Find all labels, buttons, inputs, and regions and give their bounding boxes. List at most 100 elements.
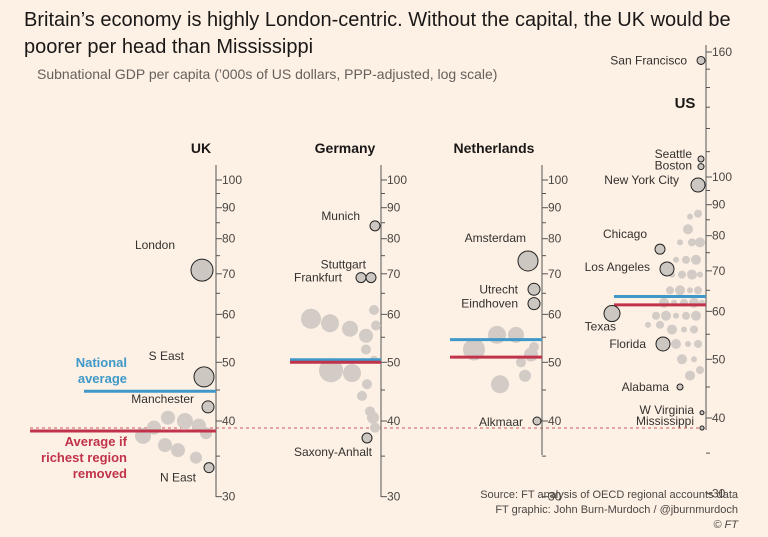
region-bubble [301, 308, 321, 329]
y-tick-label: 100 [387, 173, 407, 187]
source-note: Source: FT analysis of OECD regional acc… [480, 488, 738, 533]
region-dot [682, 255, 690, 264]
y-tick-label: 40 [387, 414, 401, 428]
labeled-region-bubble [532, 416, 542, 426]
y-tick-label: 70 [548, 267, 562, 281]
region-dot [696, 366, 704, 375]
y-tick-label: 80 [222, 232, 236, 246]
chart-subtitle: Subnational GDP per capita (’000s of US … [37, 66, 498, 82]
y-tick-label: 100 [222, 173, 242, 187]
labeled-region-bubble [696, 55, 706, 65]
without-richest-label: richest region [41, 450, 127, 465]
y-tick-label: 60 [712, 304, 726, 318]
copyright-line: © FT [713, 519, 738, 531]
region-dot [688, 238, 696, 247]
y-tick-label: 30 [387, 490, 401, 504]
y-tick-label: 80 [548, 232, 562, 246]
region-bubble [190, 451, 202, 464]
region-bubble [463, 338, 485, 361]
region-label: Utrecht [479, 282, 518, 296]
y-tick-label: 70 [387, 267, 401, 281]
y-tick-label: 60 [387, 307, 401, 321]
labeled-region-bubble [369, 220, 381, 232]
region-bubble [516, 357, 526, 368]
region-label: Amsterdam [465, 231, 526, 245]
region-bubble [488, 325, 506, 344]
y-tick-label: 40 [548, 414, 562, 428]
region-dot [683, 224, 693, 235]
region-dot [677, 239, 683, 246]
region-bubble [371, 320, 381, 331]
y-tick-label: 60 [548, 307, 562, 321]
y-tick-label: 30 [222, 490, 236, 504]
region-dot [691, 310, 701, 321]
region-label: Stuttgart [321, 258, 367, 272]
region-dot [645, 321, 651, 328]
region-label: New York City [604, 173, 679, 187]
panel-us: US 30 40 50 60 70 80 90 100 160 San Francisco Seatt… [585, 45, 732, 501]
y-tick-label: 50 [222, 355, 236, 369]
y-tick-label: 70 [712, 264, 726, 278]
region-bubble [519, 369, 531, 382]
without-richest-label: removed [73, 466, 127, 481]
region-label: Frankfurt [294, 271, 343, 285]
region-label: Eindhoven [461, 297, 518, 311]
region-label: Chicago [603, 227, 647, 241]
region-bubble [321, 314, 339, 333]
y-tick-label: 90 [222, 201, 236, 215]
region-label: W Virginia [640, 403, 695, 417]
y-tick-label: 160 [712, 45, 732, 59]
y-tick-label: 100 [548, 173, 568, 187]
chart-title: Britain’s economy is highly London-centr… [24, 9, 731, 58]
region-bubble [359, 328, 373, 343]
y-tick-label: 90 [387, 201, 401, 215]
region-bubble [158, 438, 172, 453]
region-dot [671, 338, 681, 349]
source-line: Source: FT analysis of OECD regional acc… [480, 489, 738, 501]
region-dot [682, 311, 690, 320]
panel-title: UK [191, 140, 211, 156]
labeled-region-bubble [697, 155, 705, 163]
region-dot [691, 254, 701, 265]
credit-line: FT graphic: John Burn-Murdoch / @jburnmu… [495, 504, 738, 516]
region-label: Seattle [655, 147, 693, 161]
region-dot [678, 270, 686, 279]
labeled-region-bubble [527, 282, 541, 296]
national-average-label: National [76, 355, 127, 370]
labeled-region-bubble [690, 177, 706, 193]
labeled-region-bubble [527, 297, 541, 311]
y-tick-label: 100 [712, 170, 732, 184]
region-dot [691, 356, 697, 363]
region-label: Alabama [622, 380, 670, 394]
labeled-region-bubble [655, 336, 671, 352]
y-tick-label: 80 [712, 229, 726, 243]
panel-title: US [675, 95, 696, 112]
national-average-label: average [78, 371, 127, 386]
region-bubble [171, 443, 185, 458]
region-label: Boston [655, 159, 692, 173]
region-label: San Francisco [610, 53, 687, 67]
labeled-region-bubble [203, 462, 215, 474]
labeled-region-bubble [201, 400, 215, 414]
region-dot [681, 326, 687, 333]
labeled-region-bubble [517, 250, 539, 272]
region-bubble [342, 320, 358, 337]
y-tick-label: 40 [712, 411, 726, 425]
region-dot [694, 209, 702, 218]
region-dot [677, 354, 687, 365]
y-tick-label: 80 [387, 232, 401, 246]
labeled-region-bubble [603, 305, 621, 323]
region-dot [685, 340, 691, 347]
labeled-region-bubble [676, 383, 684, 391]
region-label: Manchester [131, 392, 194, 406]
region-bubble [491, 375, 509, 394]
region-dot [675, 285, 685, 296]
y-tick-label: 30 [712, 487, 726, 501]
region-bubble [529, 341, 539, 352]
labeled-region-bubble [699, 425, 705, 431]
panel-title: Netherlands [454, 140, 535, 156]
region-bubble [161, 410, 175, 425]
region-dot [652, 311, 660, 320]
region-dot [673, 256, 679, 263]
